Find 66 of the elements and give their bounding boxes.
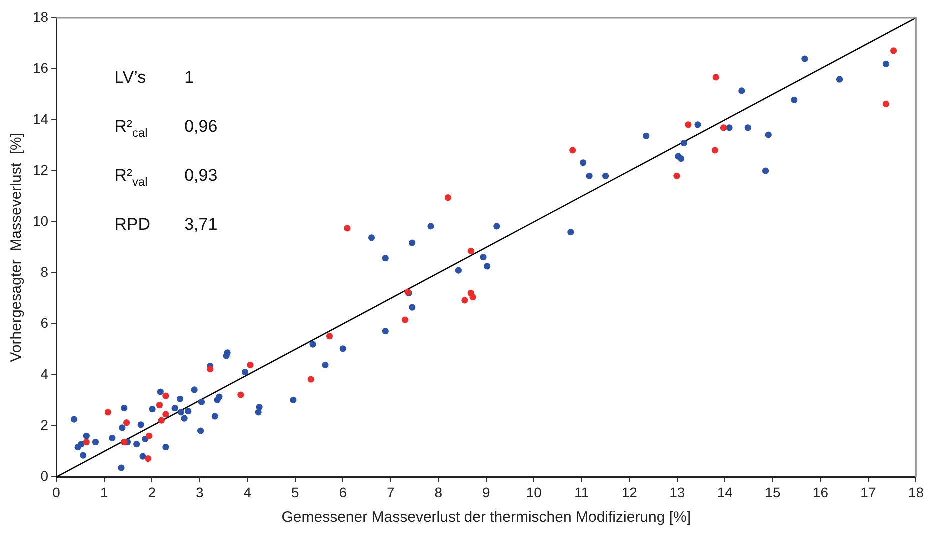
y-tick-label: 0: [40, 468, 49, 484]
annotation: RPD: [114, 215, 150, 234]
x-tick-label: 18: [908, 484, 924, 500]
x-tick-label: 14: [717, 484, 734, 500]
y-tick-label: 8: [40, 264, 49, 280]
point: [720, 124, 728, 132]
point: [712, 74, 720, 81]
y-tick-label: 4: [40, 366, 49, 382]
point: [326, 333, 334, 340]
y-tick-label: 10: [32, 212, 49, 229]
point: [470, 294, 476, 301]
annotation: LV’s: [114, 68, 146, 87]
annotation: 3,71: [184, 215, 218, 234]
point: [121, 438, 128, 446]
x-axis-title: Gemessener Masseverlust der thermischen Modifizierung [%]: [282, 509, 692, 526]
point: [344, 225, 351, 232]
point: [162, 392, 170, 400]
x-tick-label: 7: [386, 484, 395, 500]
point: [890, 48, 898, 54]
point: [402, 316, 409, 324]
point: [104, 409, 112, 416]
point: [83, 438, 90, 446]
annotation: 1: [184, 68, 194, 87]
x-tick-label: 9: [482, 484, 490, 500]
point: [144, 456, 152, 462]
point: [444, 194, 452, 202]
x-tick-label: 12: [622, 484, 638, 500]
x-tick-label: 6: [339, 484, 348, 500]
point: [308, 376, 314, 383]
point: [207, 366, 214, 373]
point: [570, 147, 576, 154]
point: [882, 100, 890, 108]
y-tick-label: 16: [32, 60, 49, 76]
x-tick-label: 3: [196, 484, 204, 500]
x-tick-label: 5: [291, 484, 300, 500]
x-tick-label: 2: [148, 484, 156, 500]
point: [162, 411, 170, 418]
annotation: 0,93: [184, 166, 218, 185]
point: [468, 248, 474, 254]
x-tick-label: 11: [574, 484, 590, 500]
y-tick-label: 14: [32, 110, 49, 127]
x-tick-label: 1: [100, 484, 108, 500]
point: [712, 147, 718, 154]
x-tick-label: 15: [765, 484, 781, 500]
point: [462, 297, 468, 304]
point: [156, 402, 164, 409]
x-tick-label: 17: [860, 484, 876, 500]
x-tick-label: 10: [526, 484, 542, 500]
y-tick-label: 12: [32, 162, 49, 178]
annotation: 0,96: [184, 117, 218, 136]
x-tick-label: 16: [812, 484, 829, 500]
y-tick-label: 2: [40, 417, 49, 434]
y-tick-label: 18: [32, 8, 49, 25]
point: [685, 122, 692, 128]
y-tick-label: 6: [40, 314, 49, 331]
x-tick-label: 4: [244, 484, 252, 500]
point: [146, 432, 153, 440]
y-axis-title: Vorhergesagter Masseverlust [%]: [8, 132, 26, 362]
point: [674, 172, 680, 180]
point: [247, 362, 254, 369]
x-tick-label: 0: [52, 484, 61, 500]
point: [123, 420, 130, 426]
x-tick-label: 8: [434, 484, 443, 500]
point: [158, 417, 165, 424]
x-tick-label: 13: [670, 484, 686, 500]
point: [238, 392, 244, 398]
